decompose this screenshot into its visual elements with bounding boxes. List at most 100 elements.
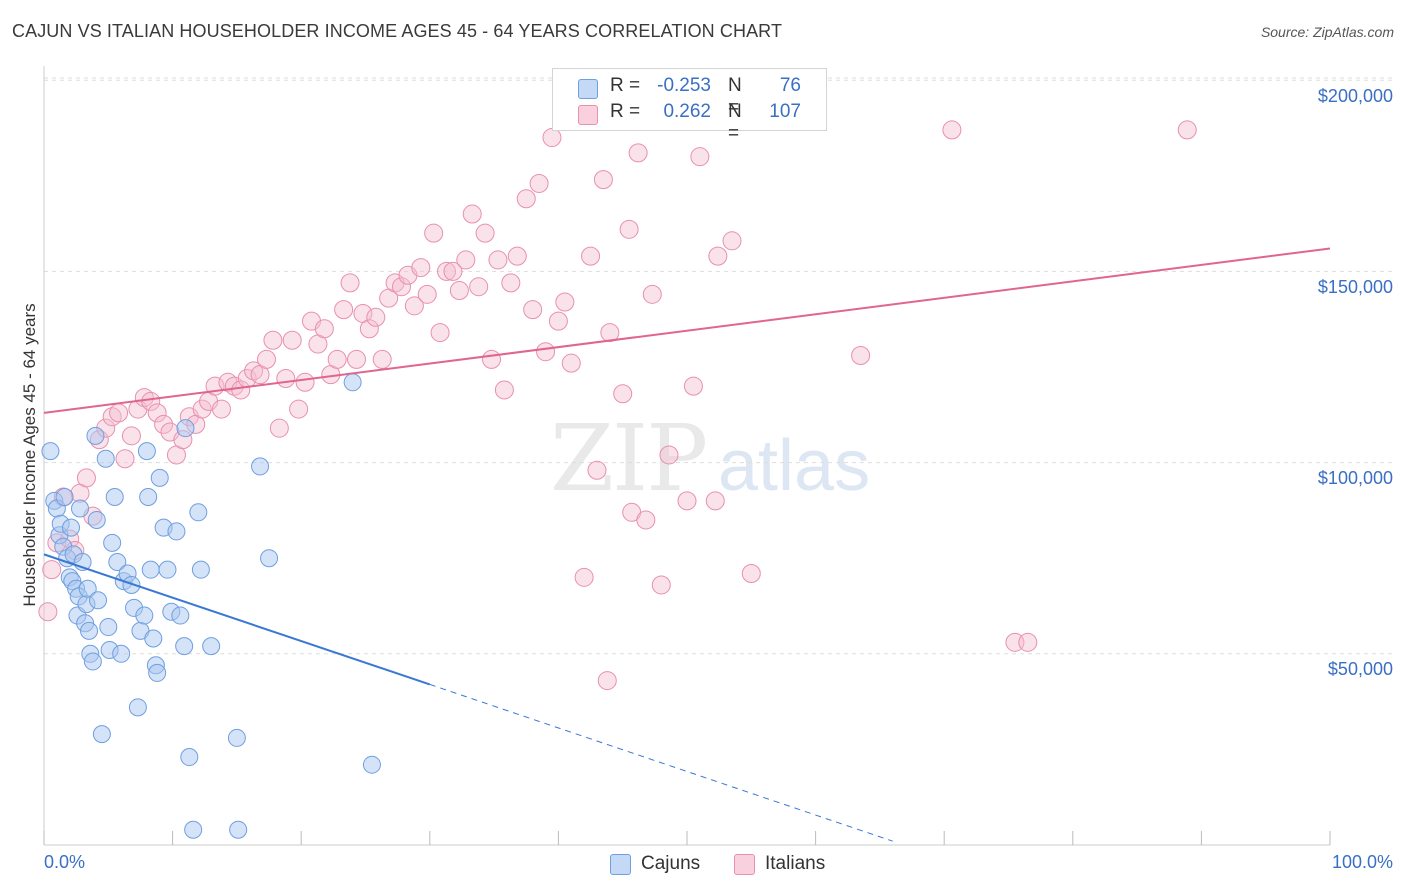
cajun-point <box>137 442 156 461</box>
italian-point <box>462 204 482 224</box>
x-tick-label: 0.0% <box>44 852 86 872</box>
italian-point <box>628 143 648 163</box>
italian-point <box>1177 120 1197 140</box>
italian-point <box>690 147 710 167</box>
italian-legend-swatch <box>734 854 755 875</box>
cajun-trend-extension <box>429 683 893 842</box>
italian-point <box>141 391 161 411</box>
italian-point <box>516 189 536 209</box>
cajun-point <box>144 629 163 648</box>
cajun-point <box>128 698 147 717</box>
italian-point <box>340 273 360 293</box>
italian-legend-label: Italians <box>765 853 826 874</box>
cajun-point <box>80 621 99 640</box>
cajun-point <box>55 488 74 507</box>
legend-n-value: 107 <box>769 101 801 122</box>
cajun-points <box>41 373 381 839</box>
legend-r-value: -0.253 <box>657 75 711 96</box>
legend-n-value: 76 <box>779 75 801 96</box>
italian-point <box>708 246 728 266</box>
cajun-point <box>96 449 115 468</box>
italian-point <box>581 246 601 266</box>
italian-points <box>38 120 1197 691</box>
italian-trend-line <box>43 247 1331 414</box>
cajun-point <box>135 606 154 625</box>
cajun-point <box>92 725 111 744</box>
cajun-point <box>112 644 131 663</box>
cajun-point <box>83 652 102 671</box>
italian-point <box>192 399 212 419</box>
cajun-point <box>103 533 122 552</box>
cajun-point <box>202 637 221 656</box>
cajun-point <box>180 748 199 767</box>
italian-point <box>327 349 347 369</box>
italian-point <box>683 376 703 396</box>
cajun-point <box>105 488 124 507</box>
italian-point <box>424 223 444 243</box>
italian-point <box>263 330 283 350</box>
italian-point <box>613 384 633 404</box>
source-label: Source: ZipAtlas.com <box>1260 24 1394 40</box>
cajun-point <box>167 522 186 541</box>
italian-point <box>593 170 613 190</box>
cajun-point <box>184 820 203 839</box>
italian-point <box>1018 632 1038 652</box>
cajun-point <box>86 426 105 445</box>
cajun-point <box>87 510 106 529</box>
cajun-point <box>191 560 210 579</box>
italian-point <box>314 319 334 339</box>
italian-point <box>536 342 556 362</box>
italian-point <box>475 223 495 243</box>
italian-point <box>359 319 379 339</box>
cajun-legend-label: Cajuns <box>641 853 701 874</box>
italian-point <box>741 563 761 583</box>
italian-point <box>677 491 697 511</box>
italian-point <box>437 261 457 281</box>
italian-point <box>417 284 437 304</box>
italian-point <box>619 219 639 239</box>
cajun-point <box>150 468 169 487</box>
y-tick-label: $200,000 <box>1317 86 1393 106</box>
trend-lines <box>43 247 1331 842</box>
legend-r-label: R = <box>610 101 641 122</box>
cajun-point <box>108 553 127 572</box>
italian-point <box>469 277 489 297</box>
italian-point <box>561 353 581 373</box>
cajun-point <box>148 663 167 682</box>
italian-point <box>269 418 289 438</box>
cajun-point <box>158 560 177 579</box>
italian-point <box>494 380 514 400</box>
italian-point <box>115 449 135 469</box>
italian-point <box>942 120 962 140</box>
italian-point <box>121 426 141 446</box>
italian-point <box>636 510 656 530</box>
italian-point <box>488 250 508 270</box>
cajun-point <box>141 560 160 579</box>
cajun-point <box>176 419 195 438</box>
italian-point <box>282 330 302 350</box>
italian-point <box>587 460 607 480</box>
italian-point <box>548 311 568 331</box>
y-tick-label: $150,000 <box>1317 277 1393 297</box>
cajun-legend-swatch <box>610 854 631 875</box>
y-axis-label: Householder Income Ages 45 - 64 years <box>20 303 39 607</box>
italian-point <box>366 307 386 327</box>
italian-point <box>346 349 366 369</box>
italian-point <box>231 380 251 400</box>
italian-point <box>334 300 354 320</box>
legend-n-label: N = <box>728 75 742 118</box>
cajun-point <box>78 579 97 598</box>
italian-point <box>542 128 562 148</box>
italian-point <box>147 403 167 423</box>
cajun-point <box>171 606 190 625</box>
italian-point <box>295 372 315 392</box>
chart-title: CAJUN VS ITALIAN HOUSEHOLDER INCOME AGES… <box>12 21 783 41</box>
legend-r-label: R = <box>610 75 641 96</box>
legend-n-label: N = <box>728 101 742 144</box>
italian-point <box>456 250 476 270</box>
italian-point <box>501 273 521 293</box>
italian-point <box>574 567 594 587</box>
italian-point <box>851 346 871 366</box>
italian-point <box>211 399 231 419</box>
italian-point <box>482 349 502 369</box>
